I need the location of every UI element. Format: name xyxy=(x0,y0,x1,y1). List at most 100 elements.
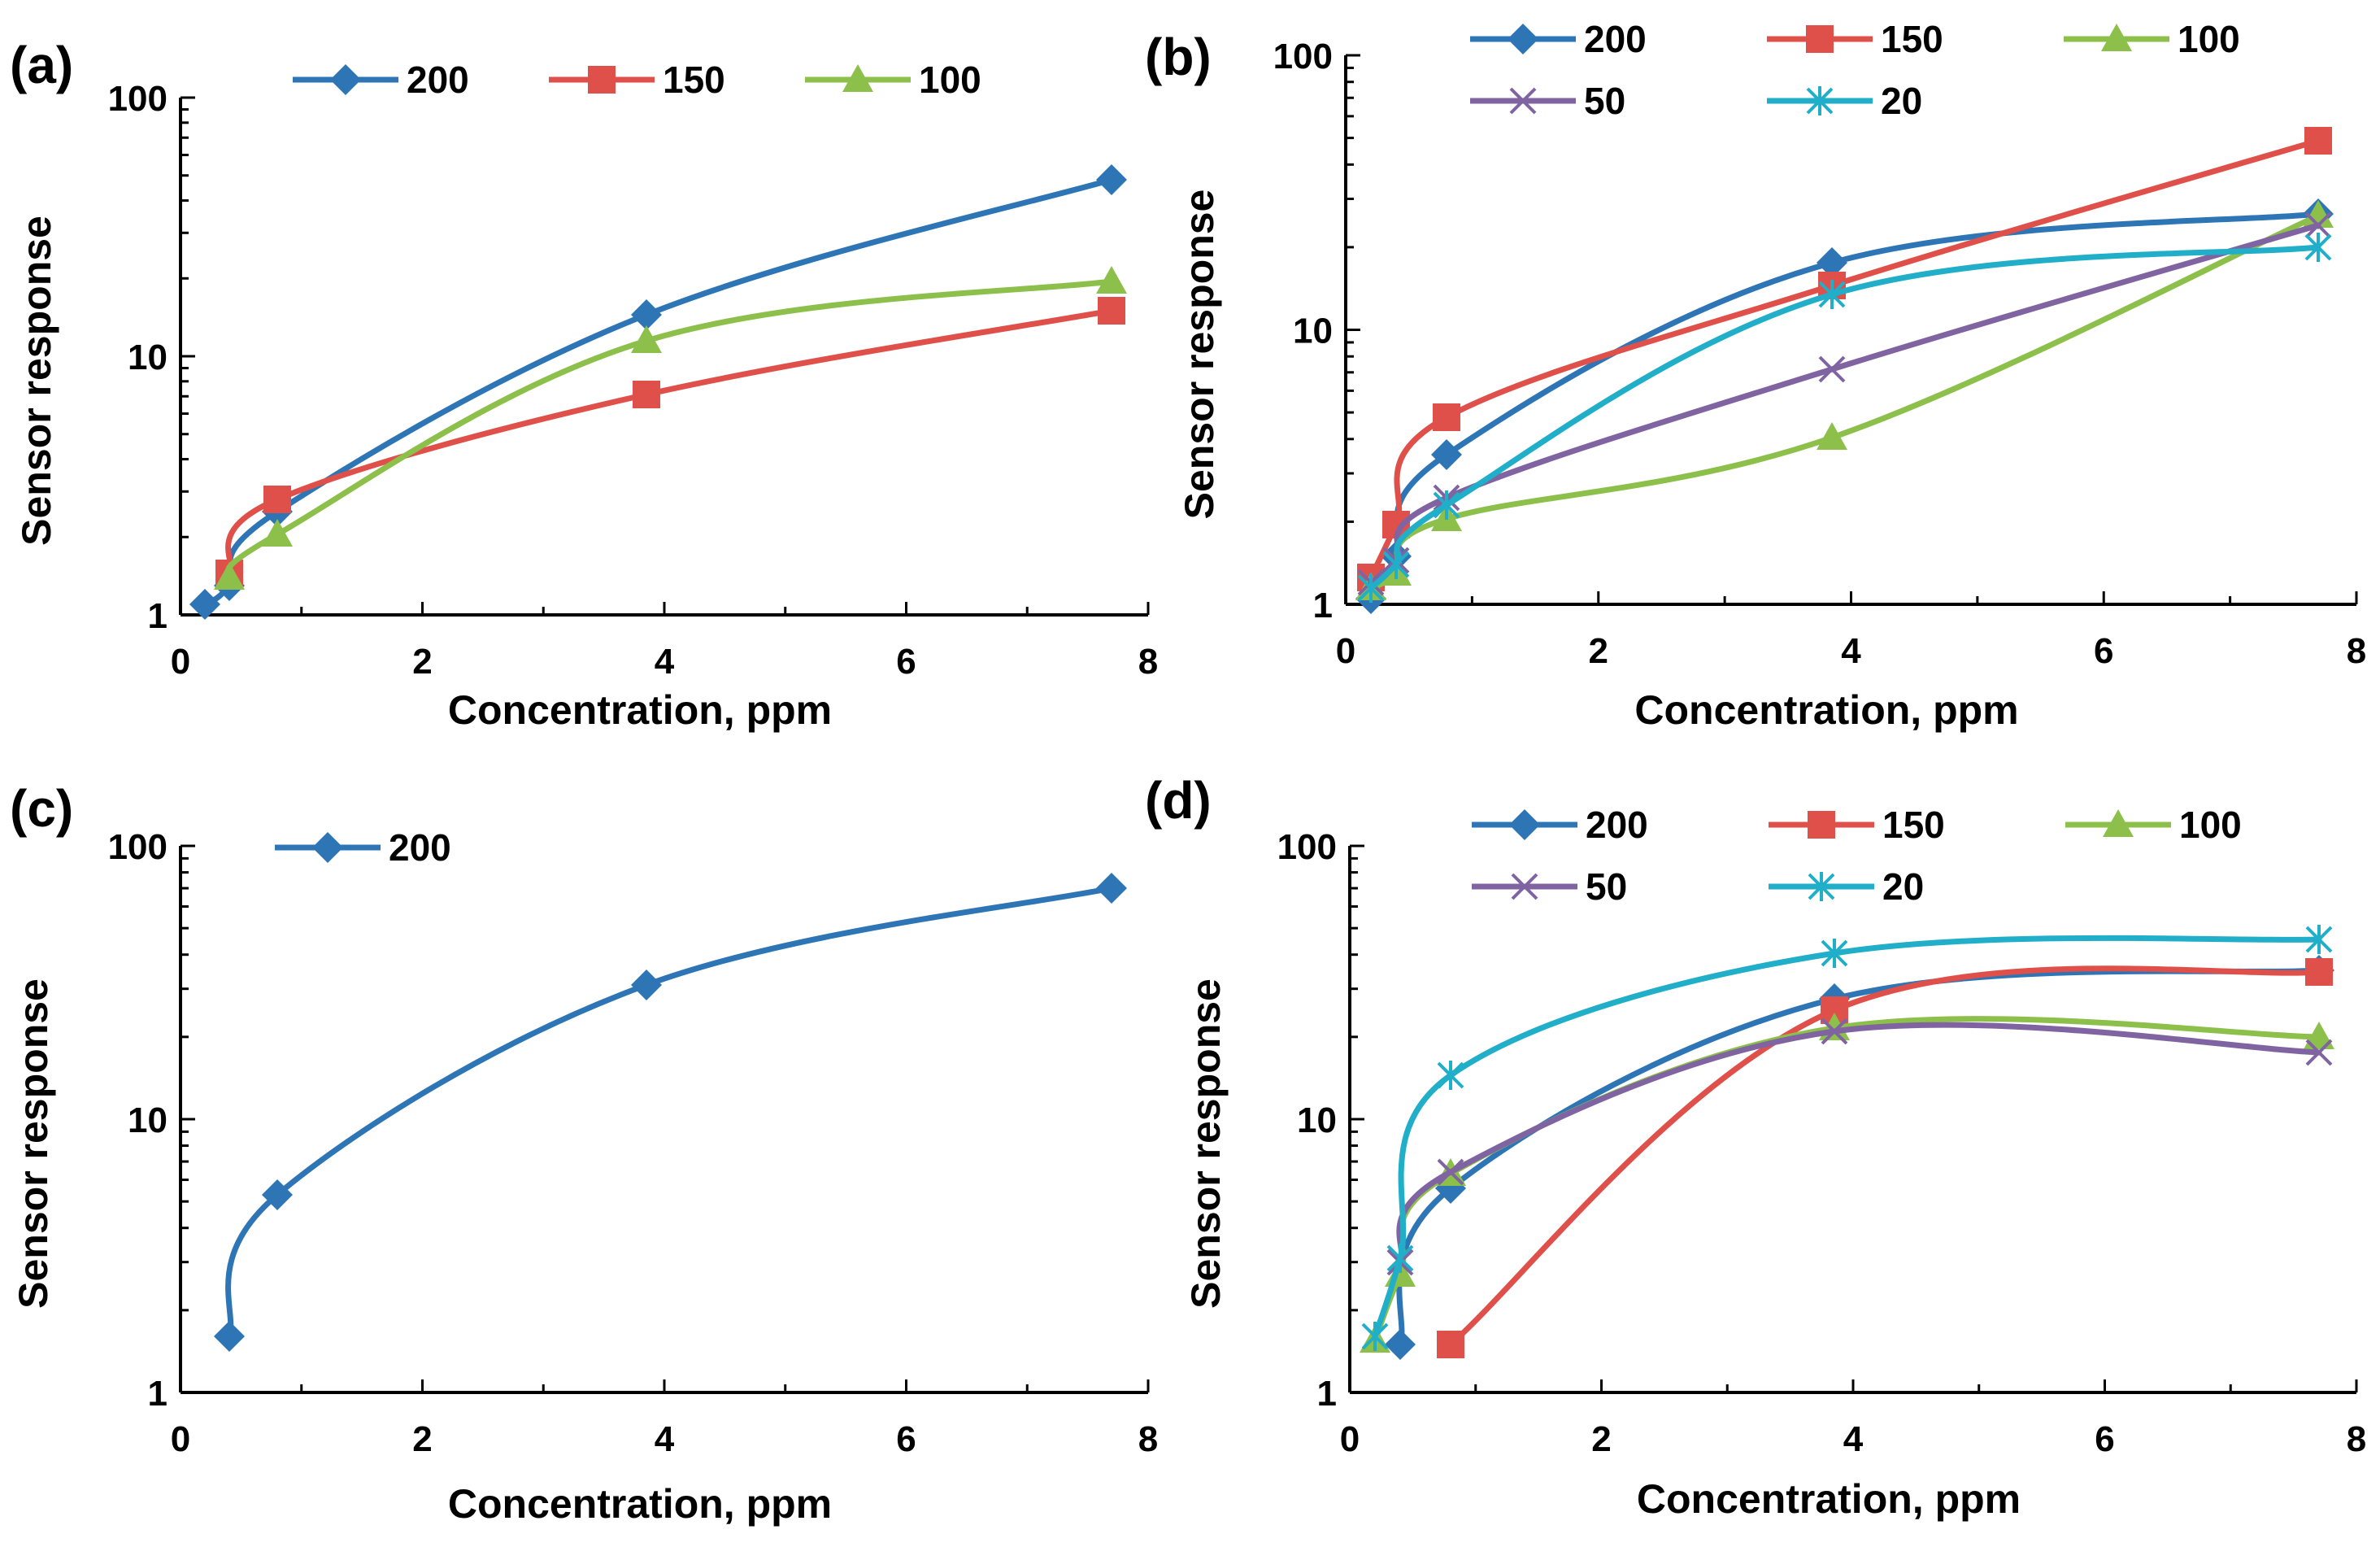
panel-d: (d) 0 2 4 6 8 1 10 100 Concentration, ppm Sensor r… xyxy=(1145,771,2366,1522)
x-axis-title: Concentration, ppm xyxy=(1637,1476,2021,1522)
x-axis-title: Concentration, ppm xyxy=(448,687,832,733)
data-point-200 xyxy=(189,589,220,620)
data-point-100 xyxy=(2304,1022,2334,1049)
legend-marker-200 xyxy=(1509,809,1540,840)
panel-label: (c) xyxy=(10,779,73,838)
data-point-20 xyxy=(1361,1322,1389,1351)
y-tick-label: 1 xyxy=(148,596,168,636)
series-line-20 xyxy=(1368,244,2321,591)
y-axis-title: Sensor response xyxy=(14,216,59,546)
x-tick-label: 2 xyxy=(412,642,432,682)
data-point-20 xyxy=(1437,1061,1464,1090)
legend-marker-150 xyxy=(1808,811,1835,839)
x-tick-label: 4 xyxy=(1843,1419,1864,1459)
data-point-100 xyxy=(1096,266,1127,294)
data-point-200 xyxy=(262,1179,293,1210)
panel-label: (a) xyxy=(10,36,73,94)
data-point-200 xyxy=(1096,873,1127,904)
data-point-100 xyxy=(631,325,662,353)
x-tick-label: 8 xyxy=(1138,1419,1158,1459)
series-line-200 xyxy=(225,885,1115,1340)
y-tick-label: 10 xyxy=(1293,312,1333,351)
data-point-100 xyxy=(262,519,293,547)
legend-label-200: 200 xyxy=(1584,18,1647,60)
data-point-50 xyxy=(2305,1039,2333,1066)
series-line-100 xyxy=(1372,1016,2322,1344)
x-tick-label: 2 xyxy=(1591,1419,1611,1459)
panel-a: (a) 0 2 4 6 8 1 10 100 Concentration, ppm Sensor r… xyxy=(10,36,1158,733)
panel-b: (b) 0 2 4 6 8 1 10 100 Concentration, ppm Sensor r… xyxy=(1145,18,2366,733)
y-tick-label: 100 xyxy=(1277,827,1337,867)
legend-label-100: 100 xyxy=(919,59,981,101)
data-point-150 xyxy=(633,381,660,408)
x-tick-label: 6 xyxy=(896,642,916,682)
y-tick-label: 10 xyxy=(128,1100,168,1140)
legend-label-150: 150 xyxy=(1881,18,1943,60)
series-line-100 xyxy=(1368,212,2321,591)
data-point-100 xyxy=(1817,422,1847,450)
data-point-20 xyxy=(1386,1244,1414,1273)
x-tick-label: 0 xyxy=(171,1419,190,1459)
series-line-100 xyxy=(225,278,1115,581)
data-point-200 xyxy=(631,299,662,330)
y-tick-label: 1 xyxy=(1317,1374,1337,1414)
y-tick-label: 10 xyxy=(128,338,168,377)
legend-marker-20 xyxy=(1806,86,1834,115)
data-point-150 xyxy=(1098,297,1125,325)
data-point-50 xyxy=(1437,1158,1464,1186)
data-point-20 xyxy=(1818,280,1846,309)
legend-label-20: 20 xyxy=(1882,865,1924,908)
legend-label-20: 20 xyxy=(1881,80,1922,122)
data-point-20 xyxy=(1821,939,1848,968)
data-point-20 xyxy=(2305,925,2333,954)
x-tick-label: 4 xyxy=(655,1419,675,1459)
legend-label-100: 100 xyxy=(2178,18,2240,60)
data-point-100 xyxy=(2303,200,2334,228)
y-axis-title: Sensor response xyxy=(1183,978,1229,1309)
x-tick-label: 4 xyxy=(1841,631,1861,671)
legend-label-50: 50 xyxy=(1584,80,1625,122)
legend-label-200: 200 xyxy=(389,826,451,869)
series-line-200 xyxy=(1368,211,2321,602)
legend-marker-100 xyxy=(2101,24,2132,51)
data-point-20 xyxy=(2304,233,2332,262)
y-tick-label: 1 xyxy=(1313,586,1333,625)
legend-marker-100 xyxy=(2103,809,2134,837)
x-tick-label: 6 xyxy=(2095,1419,2114,1459)
x-tick-label: 8 xyxy=(2347,631,2366,671)
legend-marker-150 xyxy=(588,66,616,94)
x-tick-label: 6 xyxy=(896,1419,916,1459)
data-point-150 xyxy=(2305,958,2333,986)
legend-label-50: 50 xyxy=(1586,865,1627,908)
x-tick-label: 6 xyxy=(2094,631,2113,671)
data-point-150 xyxy=(263,486,291,513)
data-point-200 xyxy=(1096,164,1127,195)
y-tick-label: 100 xyxy=(108,827,168,867)
legend-label-150: 150 xyxy=(1882,804,1945,846)
x-tick-label: 0 xyxy=(1340,1419,1360,1459)
y-tick-label: 1 xyxy=(148,1374,168,1414)
panel-label: (b) xyxy=(1145,28,1212,86)
y-tick-label: 100 xyxy=(108,79,168,119)
legend-marker-200 xyxy=(1508,24,1538,54)
x-tick-label: 0 xyxy=(1336,631,1355,671)
data-point-200 xyxy=(1385,1329,1416,1360)
data-point-50 xyxy=(2304,211,2332,239)
panel-c: (c) 0 2 4 6 8 1 10 100 Concentration, ppm Sensor r… xyxy=(10,779,1158,1527)
data-point-50 xyxy=(1821,1018,1848,1045)
series-line-150 xyxy=(1368,137,2321,581)
series-line-50 xyxy=(1396,1022,2322,1266)
legend-label-150: 150 xyxy=(663,59,725,101)
data-point-100 xyxy=(214,562,245,590)
legend-marker-100 xyxy=(842,64,873,92)
legend-label-200: 200 xyxy=(407,59,469,101)
x-tick-label: 8 xyxy=(1138,642,1158,682)
panel-label: (d) xyxy=(1145,771,1212,830)
x-tick-label: 2 xyxy=(1589,631,1608,671)
x-axis-title: Concentration, ppm xyxy=(1634,687,2018,733)
data-point-150 xyxy=(2304,127,2332,155)
data-point-150 xyxy=(1433,403,1460,431)
series-line-150 xyxy=(225,307,1115,577)
y-axis-title: Sensor response xyxy=(11,978,56,1309)
